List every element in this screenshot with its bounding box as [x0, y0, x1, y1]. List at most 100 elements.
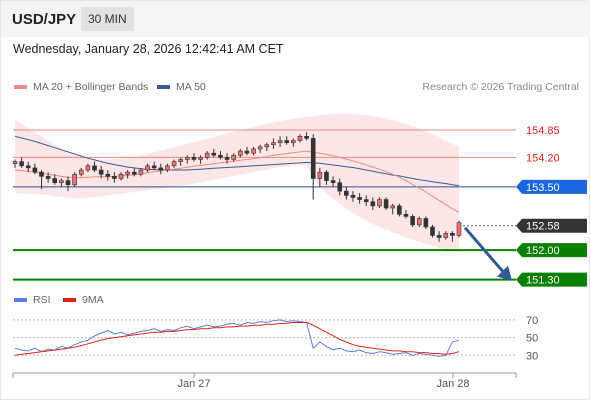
- candle-up: [277, 140, 283, 143]
- candle-up: [125, 171, 130, 175]
- bollinger-band: [15, 113, 459, 251]
- candle-down: [310, 138, 316, 179]
- candle-down: [151, 165, 157, 169]
- legend-9ma: 9MA: [63, 294, 104, 306]
- candle-down: [32, 167, 38, 173]
- candle-up: [297, 136, 303, 141]
- candles: [12, 132, 462, 242]
- candle-up: [291, 140, 296, 143]
- candle-up: [78, 169, 84, 175]
- last-price-label: 152.58: [526, 221, 560, 233]
- candle-down: [112, 176, 117, 179]
- candle-up: [59, 180, 64, 183]
- candle-up: [145, 165, 150, 171]
- candle-down: [436, 235, 442, 238]
- candle-up: [271, 142, 276, 146]
- rsi-tick-30: 30: [526, 350, 538, 362]
- rsi-swatch: [14, 298, 27, 302]
- last-price-tag: [516, 218, 587, 233]
- ma9-swatch: [63, 298, 76, 302]
- candle-up: [118, 173, 124, 179]
- candle-down: [370, 201, 376, 207]
- ma20-swatch: [14, 85, 27, 89]
- candle-up: [456, 222, 462, 236]
- forecast-arrow: [463, 226, 512, 281]
- symbol-title: USD/JPY: [12, 11, 77, 28]
- legend-rsi-label: RSI: [33, 294, 51, 306]
- candle-down: [39, 171, 44, 177]
- candle-up: [416, 218, 422, 226]
- candle-up: [251, 148, 256, 154]
- candle-down: [304, 136, 309, 139]
- candle-up: [264, 144, 270, 148]
- candle-up: [85, 165, 91, 171]
- ma50-swatch: [157, 85, 170, 89]
- timeframe-button[interactable]: 30 MIN: [81, 7, 134, 31]
- support-1-label: 152.00: [526, 245, 560, 257]
- time-axis: Jan 27 Jan 28: [12, 372, 517, 390]
- candle-up: [390, 205, 396, 209]
- rsi-tick-50: 50: [526, 333, 538, 345]
- pivot-label: 153.50: [526, 182, 560, 194]
- support-2-label: 151.30: [526, 275, 560, 287]
- bollinger-area: [15, 113, 459, 251]
- legend-ma50-label: MA 50: [176, 81, 206, 93]
- time-label: Jan 27: [177, 378, 210, 390]
- candle-up: [184, 157, 190, 160]
- candle-down: [158, 167, 164, 171]
- candle-up: [257, 146, 263, 150]
- candle-down: [98, 169, 104, 175]
- candle-down: [218, 154, 223, 158]
- candle-down: [337, 182, 343, 192]
- rsi-tick-70: 70: [526, 315, 538, 327]
- legend-ma50: MA 50: [157, 81, 206, 93]
- candle-up: [317, 171, 323, 179]
- time-label: Jan 28: [436, 378, 469, 390]
- rsi-line: [14, 319, 460, 357]
- resistance-1-label: 154.20: [526, 152, 560, 164]
- candle-down: [244, 150, 250, 154]
- candle-down: [65, 180, 71, 186]
- candle-down: [330, 180, 336, 183]
- candle-down: [403, 214, 409, 217]
- candle-down: [357, 197, 362, 200]
- rsi-ma-line: [14, 322, 460, 356]
- candle-down: [344, 190, 349, 196]
- candle-down: [397, 205, 402, 215]
- candle-down: [25, 165, 31, 169]
- candle-down: [45, 176, 51, 179]
- legend-ma20-label: MA 20 + Bollinger Bands: [33, 81, 149, 93]
- timestamp: Wednesday, January 28, 2026 12:42:41 AM …: [13, 42, 284, 56]
- rsi-panel: 70 50 30: [13, 315, 538, 362]
- candle-down: [410, 216, 415, 226]
- legend-rsi: RSI: [14, 294, 51, 306]
- candle-up: [171, 161, 177, 167]
- candle-up: [204, 152, 210, 158]
- ma20-line: [14, 150, 460, 213]
- candle-up: [165, 165, 170, 171]
- support-1-tag: [516, 243, 587, 258]
- candle-down: [131, 171, 137, 175]
- arrow-shaft: [463, 226, 505, 273]
- header-bar: USD/JPY 30 MIN: [1, 1, 590, 37]
- credit-text: Research © 2026 Trading Central: [422, 81, 579, 93]
- moving-averages: [14, 135, 460, 213]
- ma50-line: [14, 135, 460, 187]
- candle-down: [423, 218, 429, 228]
- candle-down: [211, 152, 217, 156]
- support-2-tag: [516, 272, 587, 287]
- candle-down: [191, 157, 197, 160]
- legend-9ma-label: 9MA: [82, 294, 104, 306]
- candle-up: [138, 169, 144, 175]
- candle-down: [324, 171, 329, 181]
- candle-down: [383, 199, 389, 209]
- level-labels: 154.85 154.20 153.50 152.58 152.00 151.30: [516, 125, 587, 287]
- candle-up: [12, 161, 18, 165]
- candle-up: [238, 150, 243, 156]
- candle-down: [105, 173, 111, 177]
- arrow-head: [497, 265, 512, 281]
- candle-up: [72, 173, 77, 186]
- candle-down: [284, 140, 290, 143]
